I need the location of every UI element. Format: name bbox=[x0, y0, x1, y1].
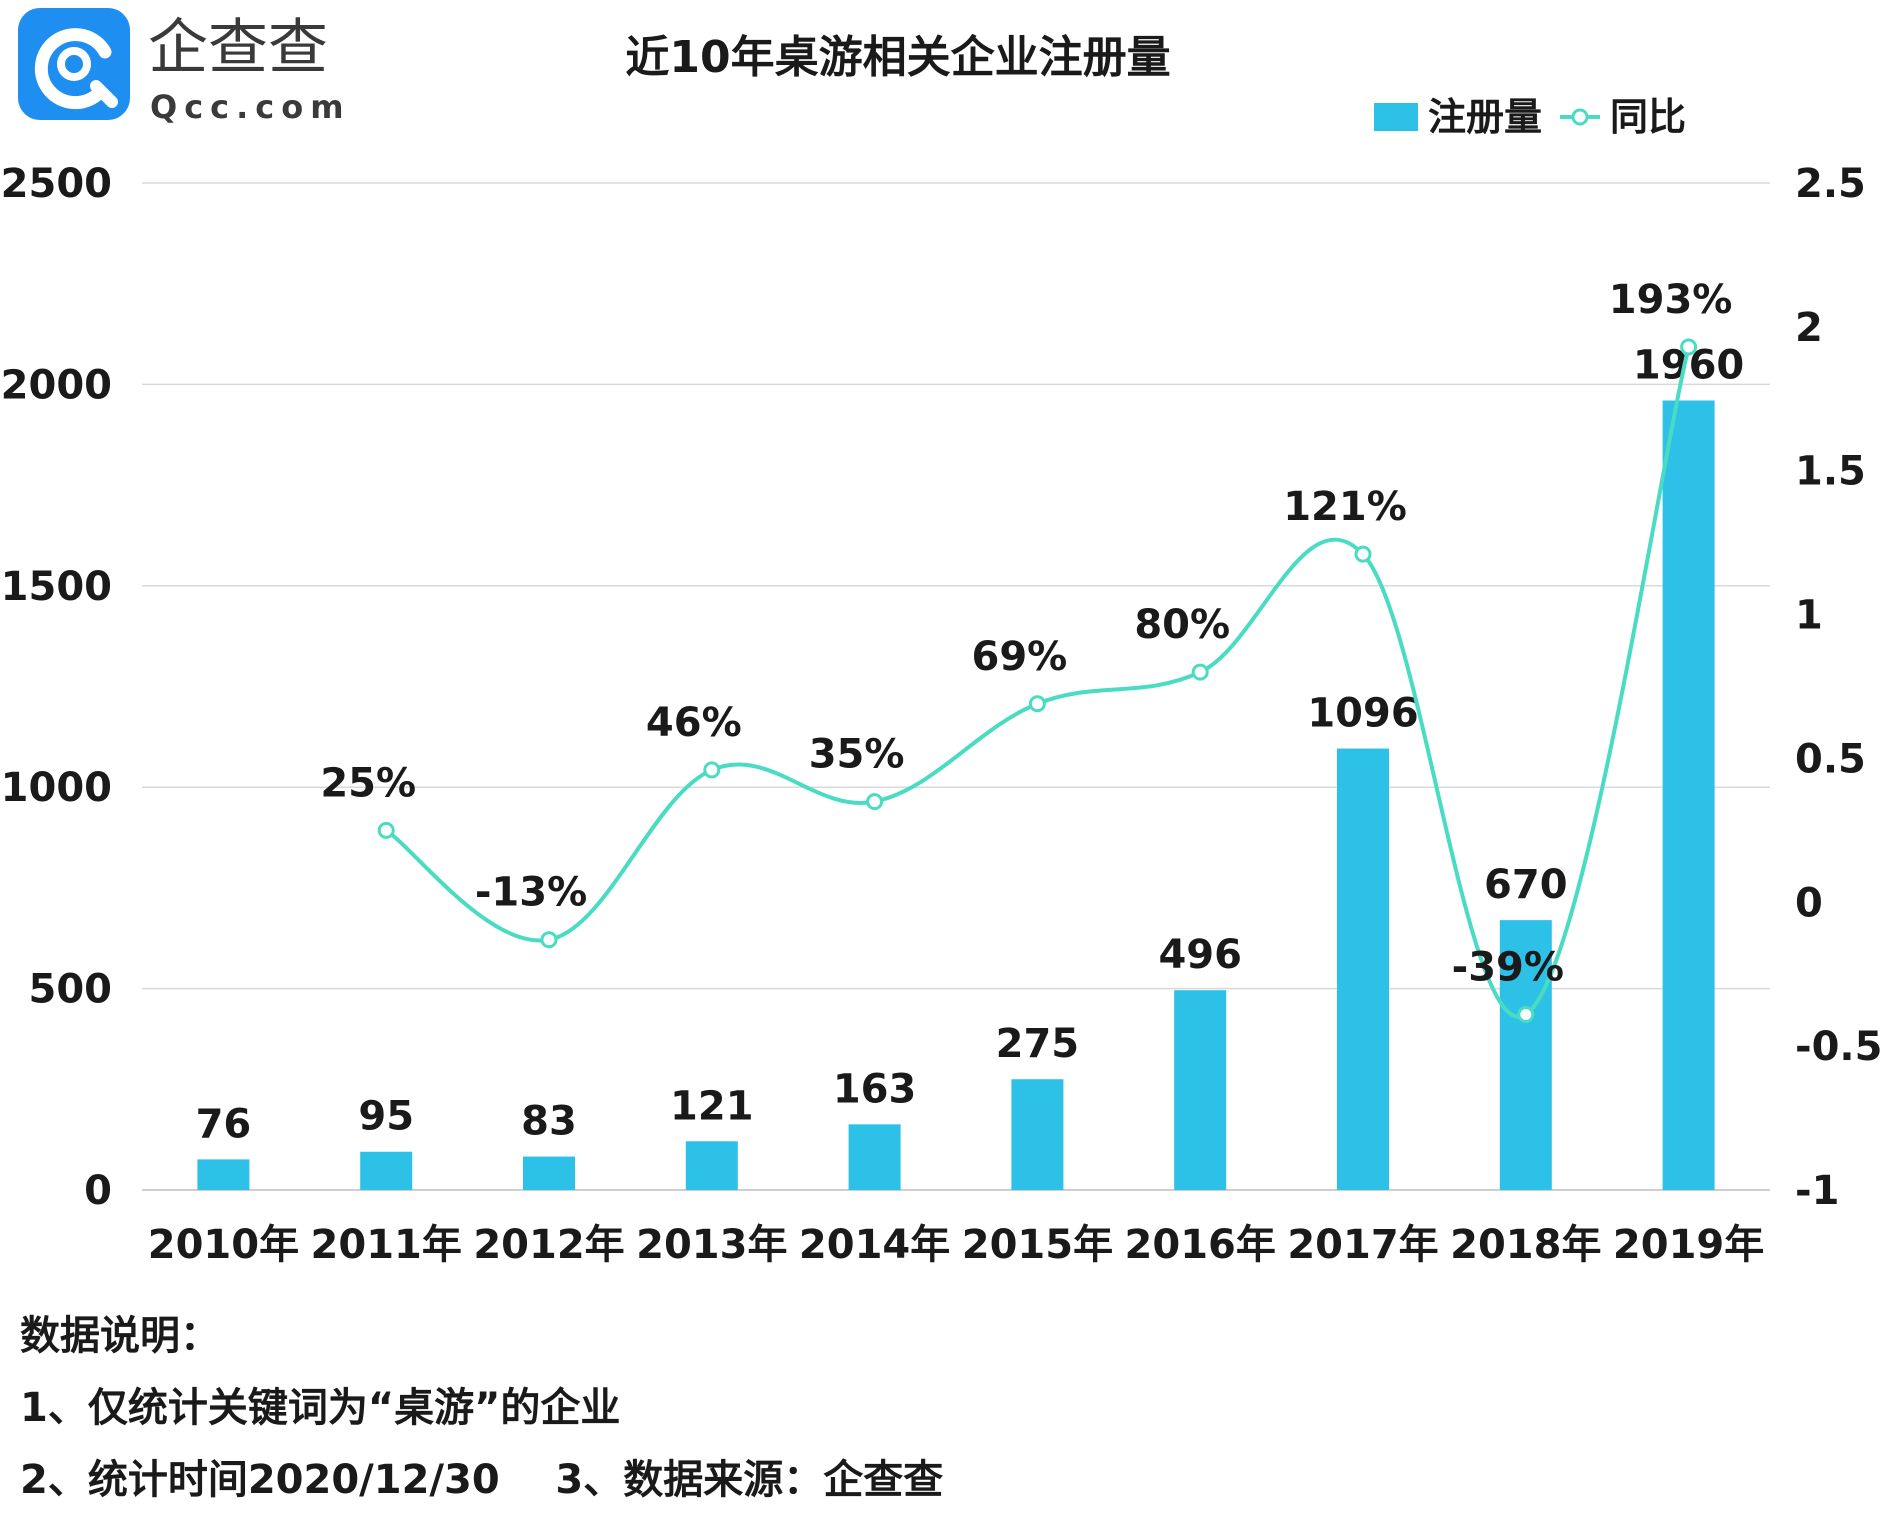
bar bbox=[1174, 990, 1227, 1190]
bar bbox=[685, 1141, 738, 1190]
y-left-tick-label: 1000 bbox=[1, 765, 112, 811]
yoy-value-label: 121% bbox=[1283, 484, 1407, 530]
notes-heading: 数据说明： bbox=[20, 1313, 220, 1359]
notes-line-2: 2、统计时间2020/12/30 3、数据来源：企查查 bbox=[20, 1457, 944, 1503]
x-tick-label: 2017年 bbox=[1287, 1222, 1438, 1268]
yoy-point bbox=[1191, 663, 1209, 681]
x-tick-label: 2019年 bbox=[1613, 1222, 1764, 1268]
yoy-point bbox=[540, 931, 558, 949]
x-tick-label: 2014年 bbox=[799, 1222, 950, 1268]
legend: 注册量 同比 bbox=[1374, 95, 1686, 139]
yoy-point bbox=[1028, 695, 1046, 713]
x-tick-label: 2011年 bbox=[311, 1222, 462, 1268]
bar-value-label: 76 bbox=[196, 1101, 252, 1147]
yoy-value-label: 193% bbox=[1609, 277, 1733, 323]
yoy-point bbox=[1354, 545, 1372, 563]
x-tick-label: 2010年 bbox=[148, 1222, 299, 1268]
y-right-tick-label: 1.5 bbox=[1795, 449, 1866, 495]
y-right-tick-label: 1 bbox=[1795, 593, 1823, 639]
bar bbox=[197, 1159, 250, 1190]
yoy-point bbox=[1517, 1005, 1535, 1023]
y-right-tick-label: -0.5 bbox=[1795, 1024, 1882, 1070]
yoy-point bbox=[1680, 338, 1698, 356]
y-right-tick-label: 2.5 bbox=[1795, 161, 1866, 207]
legend-bar-label: 注册量 bbox=[1428, 95, 1542, 139]
bar-value-label: 670 bbox=[1484, 862, 1568, 908]
y-left-tick-label: 0 bbox=[84, 1168, 112, 1214]
bar-value-label: 275 bbox=[996, 1021, 1080, 1067]
bar-value-label: 83 bbox=[521, 1099, 577, 1145]
y-left-tick-label: 2000 bbox=[1, 362, 112, 408]
x-axis: 2010年 2011年 2012年 2013年 2014年 2015年 2016年 2017年… bbox=[148, 1222, 1765, 1268]
bar bbox=[360, 1151, 413, 1190]
brand-logo: 企查查 Qcc.com bbox=[18, 8, 351, 126]
bar bbox=[848, 1124, 901, 1190]
yoy-value-label: 35% bbox=[809, 732, 905, 778]
x-tick-label: 2015年 bbox=[962, 1222, 1113, 1268]
y-left-tick-label: 500 bbox=[29, 967, 113, 1013]
bar-value-label: 163 bbox=[833, 1066, 917, 1112]
yoy-value-label: 80% bbox=[1134, 602, 1230, 648]
bar bbox=[1499, 920, 1552, 1190]
y-axis-left: 0 500 1000 1500 2000 2500 bbox=[1, 161, 112, 1214]
brand-name: 企查查 bbox=[148, 13, 328, 83]
y-right-tick-label: 0 bbox=[1795, 880, 1823, 926]
y-left-tick-label: 1500 bbox=[1, 564, 112, 610]
data-notes: 数据说明： 1、仅统计关键词为“桌游”的企业 2、统计时间2020/12/30 … bbox=[20, 1300, 1860, 1516]
bar-value-label: 496 bbox=[1158, 932, 1242, 978]
bar-value-label: 121 bbox=[670, 1083, 754, 1129]
yoy-value-label: -13% bbox=[475, 870, 587, 916]
yoy-value-label: -39% bbox=[1452, 944, 1564, 990]
y-left-tick-label: 2500 bbox=[1, 161, 112, 207]
brand-domain: Qcc.com bbox=[150, 88, 351, 126]
x-tick-label: 2013年 bbox=[636, 1222, 787, 1268]
bar bbox=[1011, 1079, 1064, 1190]
yoy-value-label: 46% bbox=[646, 700, 742, 746]
x-tick-label: 2016年 bbox=[1125, 1222, 1276, 1268]
chart: 企查查 Qcc.com 近10年桌游相关企业注册量 注册量 同比 0500100… bbox=[1, 8, 1882, 1268]
logo-search-icon bbox=[34, 28, 112, 110]
x-tick-label: 2012年 bbox=[473, 1222, 624, 1268]
bar bbox=[1337, 748, 1389, 1190]
gridlines bbox=[142, 182, 1770, 1191]
yoy-point bbox=[866, 793, 884, 811]
x-tick-label: 2018年 bbox=[1450, 1222, 1601, 1268]
legend-bar-swatch bbox=[1374, 103, 1418, 131]
line-series bbox=[377, 338, 1698, 1023]
bar-series bbox=[197, 400, 1715, 1191]
bar bbox=[523, 1156, 575, 1190]
yoy-line bbox=[385, 346, 1691, 1019]
y-right-tick-label: -1 bbox=[1795, 1168, 1839, 1214]
yoy-point bbox=[703, 761, 721, 779]
bar bbox=[1662, 400, 1715, 1191]
yoy-value-label: 25% bbox=[320, 760, 416, 806]
bar-value-label: 95 bbox=[358, 1094, 414, 1140]
notes-line-1: 1、仅统计关键词为“桌游”的企业 bbox=[20, 1385, 621, 1431]
line-data-labels: 25% -13% 46% 35% 69% 80% 121% -39% 193% bbox=[320, 277, 1732, 990]
bar-value-label: 1096 bbox=[1307, 691, 1418, 737]
yoy-point bbox=[377, 821, 395, 839]
legend-line-label: 同比 bbox=[1610, 95, 1686, 139]
yoy-value-label: 69% bbox=[972, 634, 1068, 680]
chart-title: 近10年桌游相关企业注册量 bbox=[625, 32, 1170, 83]
y-right-tick-label: 2 bbox=[1795, 305, 1823, 351]
y-right-tick-label: 0.5 bbox=[1795, 736, 1866, 782]
y-axis-right: -1 -0.5 0 0.5 1 1.5 2 2.5 bbox=[1795, 161, 1882, 1214]
